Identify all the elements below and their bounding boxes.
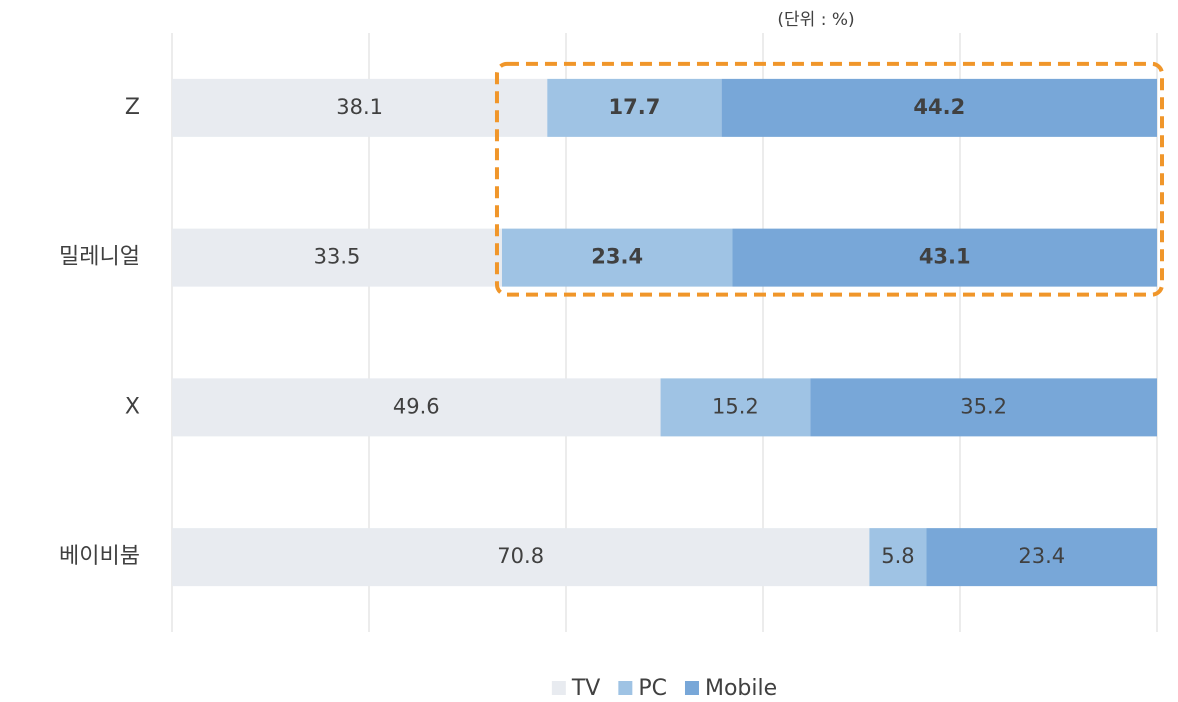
data-label: 43.1 (919, 245, 971, 269)
bar-segment (172, 78, 548, 137)
data-label: 23.4 (1018, 544, 1065, 568)
bar-segment (660, 378, 811, 437)
bar-segment (547, 78, 722, 137)
legend-label: PC (638, 676, 667, 701)
data-label: 70.8 (497, 544, 544, 568)
unit-note: (단위 : %) (777, 10, 854, 30)
y-tick-label: X (125, 394, 140, 419)
legend-swatch (618, 681, 633, 695)
highlight-box (494, 61, 1165, 297)
legend-label: TV (571, 676, 601, 701)
data-label: 17.7 (609, 95, 661, 119)
data-label: 33.5 (314, 245, 361, 269)
data-label: 44.2 (913, 95, 965, 119)
bar-segment (501, 228, 733, 287)
data-label: 35.2 (960, 394, 1007, 418)
data-label: 15.2 (712, 394, 759, 418)
y-tick-label: 밀레니얼 (59, 245, 140, 270)
data-label: 38.1 (336, 95, 383, 119)
bar-segment (172, 228, 502, 287)
data-label: 49.6 (393, 394, 440, 418)
legend: TV PC Mobile (551, 676, 777, 701)
data-label: 23.4 (591, 245, 643, 269)
bar-segment (721, 78, 1157, 137)
bar-segment (869, 528, 927, 587)
legend-label: Mobile (705, 676, 777, 701)
legend-swatch (684, 681, 699, 695)
y-tick-label: Z (125, 95, 140, 120)
bar-segment (926, 528, 1157, 587)
bar-segment (172, 378, 661, 437)
bar-segment (732, 228, 1157, 287)
y-tick-label: 베이비붐 (59, 544, 140, 569)
data-label: 5.8 (881, 544, 914, 568)
bar-segment (172, 528, 870, 587)
legend-swatch (551, 681, 566, 695)
bar-segment (810, 378, 1157, 437)
